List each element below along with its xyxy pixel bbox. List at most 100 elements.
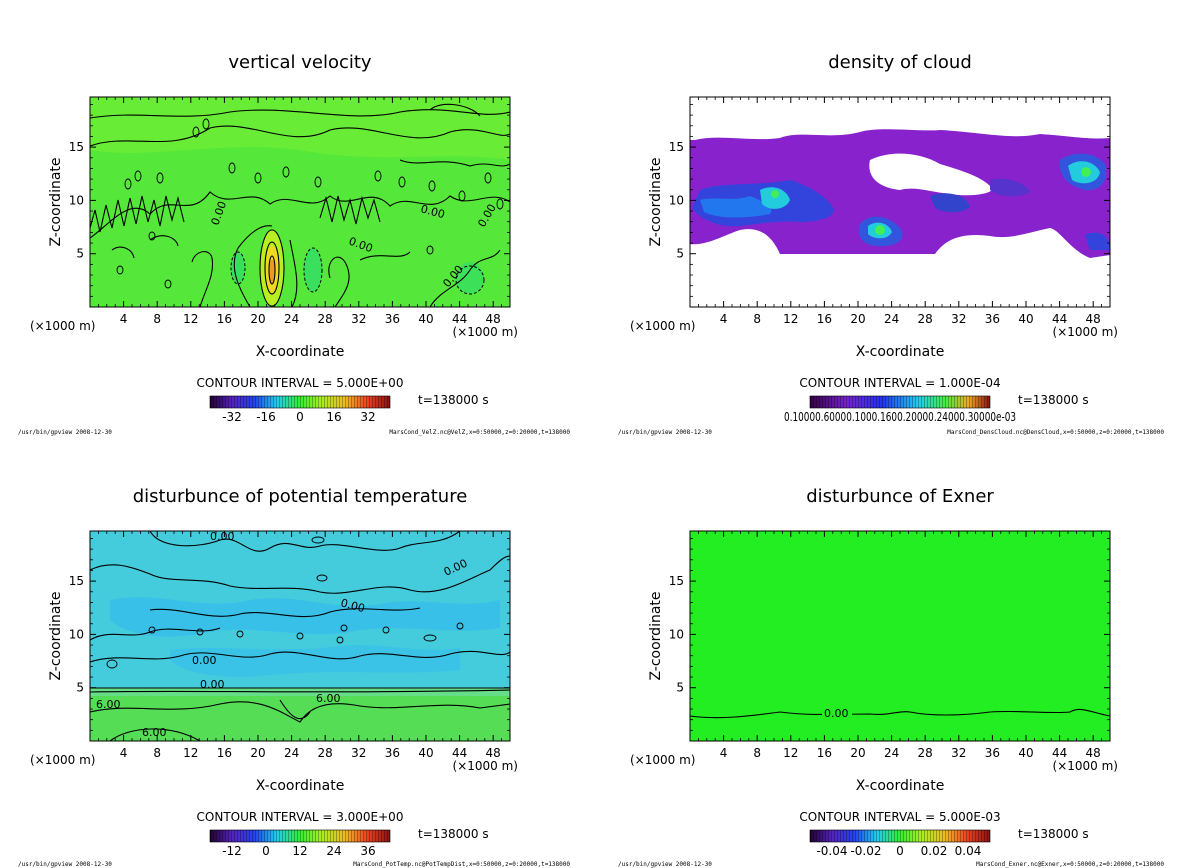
- x-tick-label: 32: [951, 746, 966, 760]
- x-tick-label: 32: [351, 312, 366, 326]
- colorbar-tick-label: 36: [360, 844, 375, 858]
- x-tick-label: 16: [217, 312, 232, 326]
- chart-title: disturbunce of Exner: [806, 486, 994, 507]
- x-tick-label: 28: [318, 746, 333, 760]
- time-label: t=138000 s: [1018, 393, 1089, 407]
- x-tick-label: 48: [486, 746, 501, 760]
- x-tick-label: 20: [250, 746, 265, 760]
- y-tick-label: 5: [676, 247, 684, 261]
- x-tick-label: 48: [1086, 312, 1101, 326]
- y-axis-label: Z-coordinate: [648, 157, 664, 246]
- y-axis-label: Z-coordinate: [648, 591, 664, 680]
- x-tick-label: 8: [153, 312, 161, 326]
- x-tick-label: 24: [884, 746, 899, 760]
- contour-interval: CONTOUR INTERVAL = 1.000E-04: [799, 376, 1000, 390]
- x-tick-label: 44: [1052, 746, 1067, 760]
- x-tick-label: 20: [850, 312, 865, 326]
- y-ticks: 5 10 15: [69, 538, 510, 731]
- x-tick-label: 12: [183, 312, 198, 326]
- y-axis-label: Z-coordinate: [48, 157, 64, 246]
- colorbar-ticks: 0.10000.60000.1000.1600.20000.24000.3000…: [784, 410, 1016, 424]
- colorbar-tick-label: -32: [222, 410, 242, 424]
- x-tick-label: 48: [486, 312, 501, 326]
- y-tick-label: 5: [76, 247, 84, 261]
- colorbar-tick-label: 16: [326, 410, 341, 424]
- x-unit-right: (×1000 m): [1053, 759, 1118, 773]
- x-tick-label: 28: [918, 312, 933, 326]
- plot-area-density-of-cloud: [690, 97, 1110, 307]
- colorbar-tick-label: 0: [296, 410, 304, 424]
- footer-left: /usr/bin/gpview 2008-12-30: [18, 861, 112, 868]
- x-unit-right: (×1000 m): [1053, 325, 1118, 339]
- footer-left: /usr/bin/gpview 2008-12-30: [618, 429, 712, 436]
- time-label: t=138000 s: [1018, 827, 1089, 841]
- panel-potential-temperature: 0.00 0.00 0.00 0.00 0.00 6.00 6.00 6.00 …: [18, 486, 570, 868]
- y-tick-label: 15: [669, 140, 684, 154]
- x-tick-label: 12: [183, 746, 198, 760]
- y-tick-label: 15: [69, 574, 84, 588]
- x-tick-label: 40: [418, 312, 433, 326]
- x-tick-label: 4: [720, 746, 728, 760]
- x-tick-label: 32: [351, 746, 366, 760]
- x-unit-left: (×1000 m): [30, 319, 95, 333]
- colorbar-tick-label: -0.02: [850, 844, 881, 858]
- x-tick-label: 36: [985, 312, 1000, 326]
- colorbar-tick-label: -16: [256, 410, 276, 424]
- x-tick-label: 16: [817, 746, 832, 760]
- x-axis-label: X-coordinate: [256, 778, 345, 794]
- x-ticks: 4 8 12 16 20 24 28 32 36 40 44 48: [98, 531, 503, 760]
- x-unit-left: (×1000 m): [30, 753, 95, 767]
- contour-label: 0.00: [200, 678, 225, 691]
- colorbar-tick-label: 0: [896, 844, 904, 858]
- y-ticks: 5 10 15: [669, 104, 1110, 297]
- contour-label: 0.00: [339, 596, 366, 615]
- x-tick-label: 44: [452, 312, 467, 326]
- y-ticks: 5 10 15: [669, 538, 1110, 731]
- chart-title: disturbunce of potential temperature: [133, 486, 468, 507]
- colorbar-tick-label: 0.04: [955, 844, 982, 858]
- y-tick-label: 10: [69, 627, 84, 641]
- x-tick-label: 36: [385, 312, 400, 326]
- x-tick-label: 4: [120, 746, 128, 760]
- x-tick-label: 36: [985, 746, 1000, 760]
- colorbar-tick-label: 32: [360, 410, 375, 424]
- x-tick-label: 48: [1086, 746, 1101, 760]
- x-tick-label: 8: [753, 312, 761, 326]
- x-ticks: 4 8 12 16 20 24 28 32 36 40 44 48: [98, 97, 503, 326]
- colorbar-ticks: -12 0 12 24 36: [222, 844, 375, 858]
- x-tick-label: 20: [250, 312, 265, 326]
- y-tick-label: 15: [669, 574, 684, 588]
- x-tick-label: 4: [120, 312, 128, 326]
- x-axis-label: X-coordinate: [856, 778, 945, 794]
- x-unit-right: (×1000 m): [453, 325, 518, 339]
- contour-label: 0.00: [419, 202, 446, 221]
- x-axis-label: X-coordinate: [856, 344, 945, 360]
- x-unit-right: (×1000 m): [453, 759, 518, 773]
- colorbar-tick-label: -0.04: [816, 844, 847, 858]
- x-tick-label: 28: [918, 746, 933, 760]
- footer-left: /usr/bin/gpview 2008-12-30: [18, 429, 112, 436]
- colorbar-ticks: -0.04 -0.02 0 0.02 0.04: [816, 844, 981, 858]
- chart-title: vertical velocity: [228, 52, 372, 73]
- x-tick-label: 4: [720, 312, 728, 326]
- x-tick-label: 16: [817, 312, 832, 326]
- plot-area-potential-temperature: 0.00 0.00 0.00 0.00 0.00 6.00 6.00 6.00: [90, 531, 510, 741]
- x-tick-label: 12: [783, 312, 798, 326]
- contour-label: 0.00: [824, 707, 849, 720]
- plot-area-exner: 0.00: [690, 531, 1110, 741]
- y-tick-label: 10: [669, 193, 684, 207]
- time-label: t=138000 s: [418, 827, 489, 841]
- x-unit-left: (×1000 m): [630, 319, 695, 333]
- y-axis-label: Z-coordinate: [48, 591, 64, 680]
- x-tick-label: 12: [783, 746, 798, 760]
- x-tick-label: 40: [1018, 312, 1033, 326]
- x-tick-label: 32: [951, 312, 966, 326]
- footer-right: MarsCond_VelZ.nc@VelZ,x=0:50000,z=0:2000…: [389, 429, 570, 436]
- x-ticks: 4 8 12 16 20 24 28 32 36 40 44 48: [698, 97, 1102, 326]
- y-tick-label: 5: [676, 681, 684, 695]
- x-tick-label: 8: [153, 746, 161, 760]
- x-tick-label: 40: [418, 746, 433, 760]
- x-tick-label: 8: [753, 746, 761, 760]
